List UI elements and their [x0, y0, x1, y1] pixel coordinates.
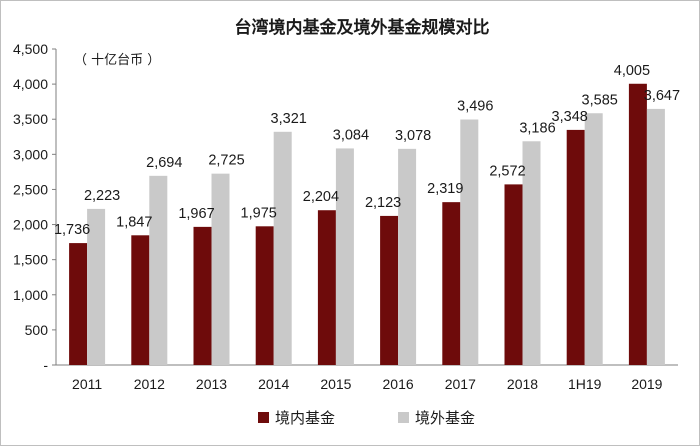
x-tick-label: 2012: [134, 376, 165, 392]
y-tick-label: 500: [25, 322, 49, 338]
bar-offshore: [87, 208, 106, 365]
y-tick-label: 4,500: [13, 41, 48, 57]
bar-offshore: [584, 113, 603, 366]
bar-offshore: [149, 175, 168, 365]
bar-domestic: [69, 243, 88, 365]
bar-domestic: [255, 226, 274, 365]
bar-domestic: [131, 235, 150, 365]
bar-offshore: [211, 173, 230, 365]
data-label: 1,736: [54, 222, 90, 238]
bar-offshore: [646, 108, 665, 365]
data-label: 2,319: [427, 181, 463, 197]
bar-offshore: [273, 131, 292, 365]
bar-domestic: [193, 226, 212, 365]
bar-domestic: [442, 202, 461, 365]
data-label: 1,975: [241, 205, 277, 221]
data-label: 3,186: [519, 120, 555, 136]
data-label: 3,348: [552, 109, 588, 125]
bar-domestic: [628, 83, 647, 365]
bar-offshore: [335, 148, 354, 365]
x-tick-label: 2015: [320, 376, 351, 392]
data-labels: 1,736 2,223 1,847 2,694 1,967 2,725 1,975 3,321…: [54, 63, 680, 238]
data-label: 1,967: [178, 206, 214, 222]
y-tick-label: -: [43, 357, 48, 373]
x-tick-label: 2011: [72, 376, 102, 392]
data-label: 2,725: [208, 153, 244, 169]
y-tick-label: 3,000: [13, 146, 48, 162]
bar-domestic: [317, 210, 336, 365]
y-tick-label: 4,000: [13, 76, 48, 92]
data-label: 4,005: [614, 63, 650, 79]
data-label: 3,321: [271, 111, 307, 127]
bar-offshore: [398, 148, 417, 365]
bar-offshore: [522, 141, 541, 365]
y-tick-label: 1,500: [13, 252, 48, 268]
x-tick-label: 2016: [383, 376, 414, 392]
x-tick-label: 2013: [196, 376, 227, 392]
y-axis-ticks: - 500 1,000 1,500 2,000 2,500 3,000 3,500 4,000 4…: [13, 41, 56, 373]
data-label: 3,078: [395, 128, 431, 144]
chart-title: 台湾境内基金及境外基金规模对比: [235, 17, 490, 38]
x-tick-label: 2019: [631, 376, 662, 392]
data-label: 2,572: [489, 163, 525, 179]
legend-swatch: [258, 412, 269, 423]
y-tick-label: 1,000: [13, 287, 48, 303]
bars: [69, 83, 665, 366]
y-tick-label: 2,000: [13, 217, 48, 233]
unit-label: （ 十亿台币 ）: [74, 53, 160, 68]
data-label: 1,847: [116, 214, 152, 230]
x-tick-label: 2014: [258, 376, 289, 392]
legend-label: 境外基金: [415, 409, 475, 427]
legend: 境内基金 境外基金: [258, 409, 475, 427]
data-label: 2,694: [146, 155, 182, 171]
bar-domestic: [504, 184, 523, 365]
y-tick-label: 3,500: [13, 111, 48, 127]
bar-domestic: [380, 215, 399, 365]
data-label: 2,123: [365, 195, 401, 211]
data-label: 2,204: [303, 189, 339, 205]
data-label: 3,496: [457, 99, 493, 115]
data-label: 3,585: [582, 92, 618, 108]
x-tick-label: 2017: [445, 376, 476, 392]
data-label: 3,084: [333, 127, 369, 143]
x-axis-labels: 2011 2012 2013 2014 2015 2016 2017 2018 1H19 2019: [72, 376, 663, 392]
bar-domestic: [566, 129, 585, 365]
x-tick-label: 2018: [507, 376, 538, 392]
x-tick-label: 1H19: [568, 376, 602, 392]
data-label: 2,223: [84, 188, 120, 204]
bar-offshore: [460, 119, 479, 365]
y-tick-label: 2,500: [13, 181, 48, 197]
data-label: 3,647: [644, 88, 680, 104]
legend-label: 境内基金: [275, 409, 335, 427]
legend-swatch: [398, 412, 409, 423]
